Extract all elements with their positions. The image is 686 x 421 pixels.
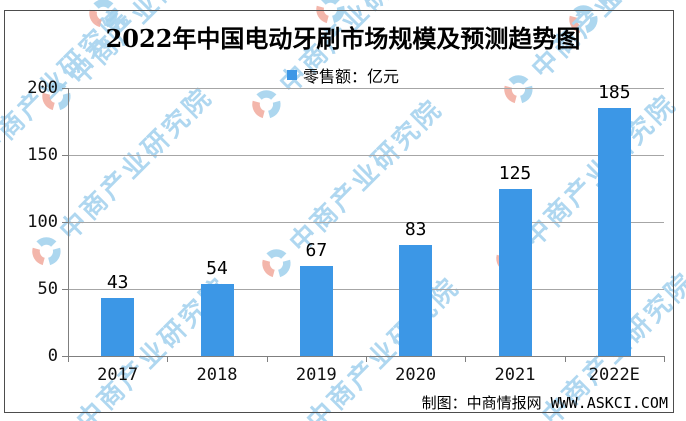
y-axis-tick [62,222,68,223]
bar [498,188,532,356]
bar [597,108,631,356]
x-axis-tick [167,356,169,362]
y-axis-label: 150 [27,145,58,165]
bar [101,298,135,356]
legend-label: 零售额：亿元 [302,67,399,86]
bar [200,283,234,356]
y-axis-label: 100 [27,212,58,232]
bar-value-label: 185 [598,82,631,104]
x-axis-tick [68,356,69,362]
x-axis-label: 2020 [395,365,437,385]
y-axis-tick [62,289,68,290]
bar-value-label: 83 [404,218,427,240]
watermark-logo-icon [504,412,552,421]
legend-marker-icon [286,70,297,80]
gridline [68,155,664,156]
y-axis-tick [62,356,68,357]
x-axis-label: 2021 [494,365,536,385]
x-axis-label: 2019 [295,365,337,385]
x-axis-label: 2017 [97,365,139,385]
watermark-logo-icon [39,417,87,421]
y-axis-label: 50 [37,279,58,299]
x-axis-tick [664,356,665,362]
source-credit: 制图：中商情报网 WWW.ASKCI.COM [421,394,668,412]
y-axis-label: 200 [27,78,58,98]
bar-value-label: 43 [106,272,129,294]
gridline [68,88,664,89]
legend: 零售额：亿元 [0,63,686,87]
x-axis-label: 2018 [196,365,238,385]
plot-area: 0 50 100 150 200 43 2017 54 2018 67 2019 83 2020 125 2… [27,78,665,385]
bar-value-label: 54 [206,257,228,279]
x-axis-label: 2022E [588,365,640,385]
y-axis-label: 0 [47,346,58,366]
bar-value-label: 67 [305,240,328,262]
x-axis-tick [366,356,367,362]
y-axis-tick [62,155,68,156]
watermark-logo-icon [269,417,317,421]
gridline [68,289,664,290]
gridline [68,222,664,223]
y-axis-line [68,88,69,357]
watermark-text: 中商产业研究院 [107,0,277,9]
bar-value-label: 125 [498,162,532,184]
x-axis-tick [465,356,467,362]
chart-title: 2022年中国电动牙刷市场规模及预测趋势图 [105,24,581,53]
x-axis-tick [564,356,566,362]
x-axis-tick [266,356,268,362]
bar [299,266,333,356]
watermark-text: 中商产业研究院 [334,0,504,5]
bar [399,244,433,356]
